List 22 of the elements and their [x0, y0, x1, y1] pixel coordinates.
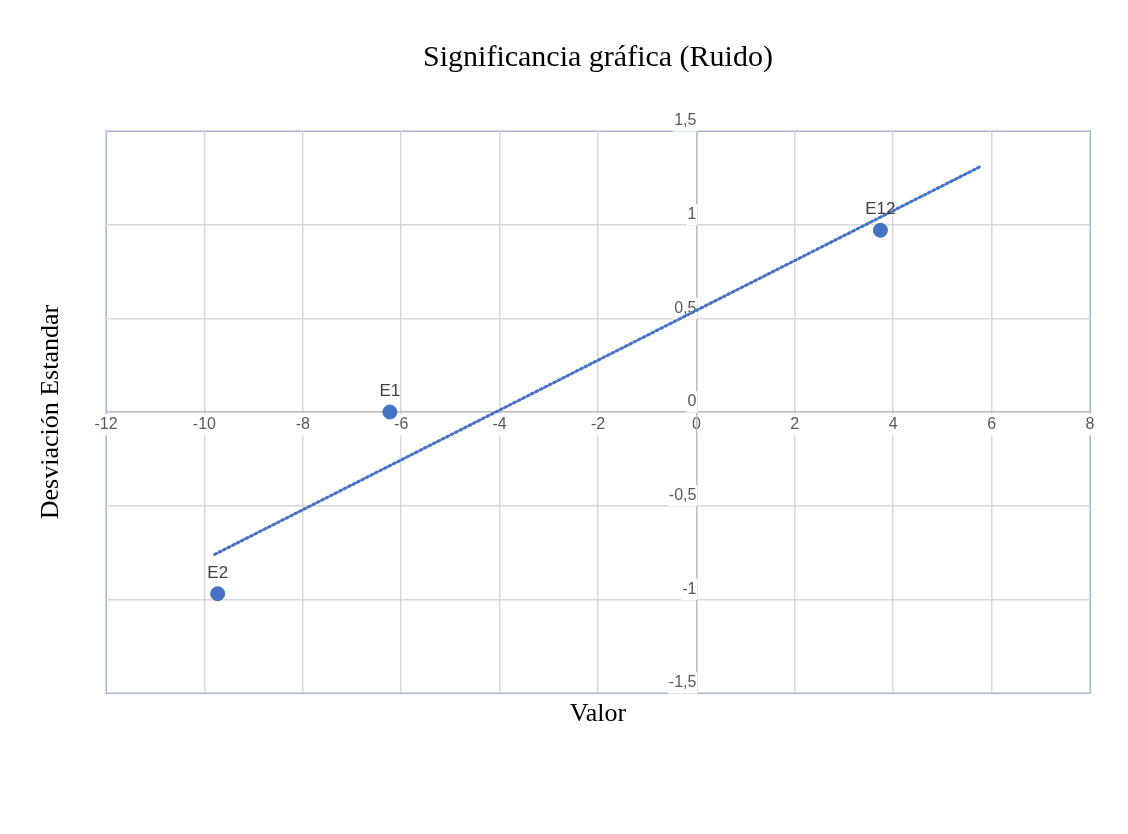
annotation: E1	[379, 381, 401, 401]
y-tick-label: 1	[687, 205, 697, 223]
y-tick-label: -1,5	[668, 673, 697, 691]
y-tick-label: 0	[687, 392, 697, 410]
x-tick-label: 6	[987, 415, 997, 433]
x-tick-label: 4	[888, 415, 898, 433]
y-axis-title: Desviación Estandar	[34, 304, 64, 520]
chart-title: Significancia gráfica (Ruido)	[423, 38, 773, 73]
x-tick-label: -12	[94, 415, 118, 433]
y-tick-label: -1	[682, 579, 697, 597]
x-tick-label: -2	[590, 415, 606, 433]
y-tick-label: 1,5	[674, 111, 697, 129]
x-tick-label: -4	[492, 415, 507, 433]
annotation: E2	[207, 562, 229, 582]
x-tick-label: 2	[790, 415, 800, 433]
x-tick-label: -8	[295, 415, 311, 433]
x-tick-label: 8	[1085, 415, 1095, 433]
x-tick-label: -10	[192, 415, 217, 433]
y-tick-label: -0,5	[668, 486, 697, 504]
x-axis-title: Valor	[569, 697, 627, 727]
x-tick-label: -6	[394, 415, 409, 433]
annotation: E12	[865, 199, 896, 219]
